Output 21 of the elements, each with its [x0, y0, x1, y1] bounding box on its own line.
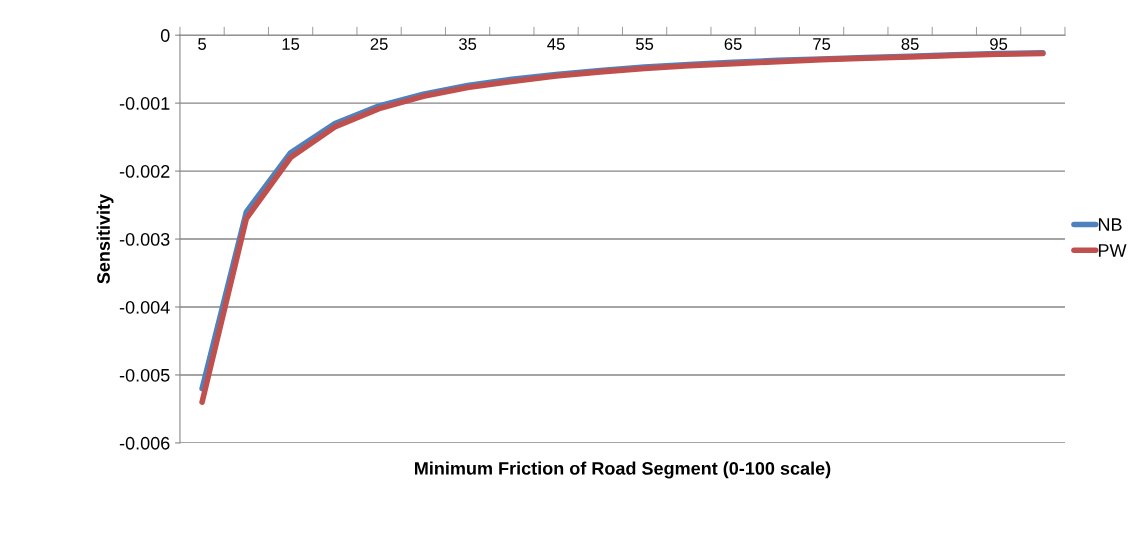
- x-tick-label: 75: [813, 38, 831, 50]
- x-tick-label: 25: [370, 38, 388, 50]
- x-tick-label: 5: [198, 38, 207, 50]
- x-tick-label: 55: [635, 38, 654, 50]
- legend-label: PW: [1098, 244, 1127, 257]
- x-axis-title: Minimum Friction of Road Segment (0-100 scale): [415, 461, 831, 479]
- y-axis-title: Sensitivity: [96, 193, 114, 284]
- y-tick-label: -0.004: [119, 300, 170, 314]
- y-tick-label: -0.006: [119, 436, 170, 450]
- y-tick-label: -0.001: [119, 97, 170, 110]
- y-tick-label: -0.002: [119, 165, 170, 178]
- y-tick-label: -0.005: [119, 368, 170, 382]
- x-tick-label: 15: [282, 38, 300, 50]
- y-tick-label: 0: [160, 29, 170, 42]
- y-tick-label: -0.003: [119, 232, 170, 246]
- x-tick-label: 95: [990, 38, 1008, 50]
- x-tick-label: 65: [724, 38, 742, 50]
- x-tick-label: 85: [901, 38, 919, 50]
- legend-label: NB: [1098, 218, 1122, 231]
- x-tick-label: 35: [458, 38, 477, 50]
- x-tick-label: 45: [547, 38, 565, 50]
